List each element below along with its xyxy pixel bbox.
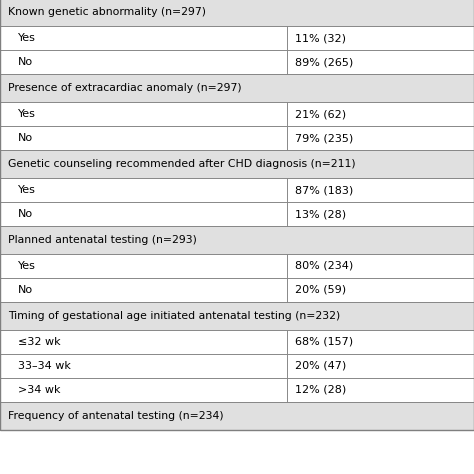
Bar	[0, 330, 287, 354]
Text: Yes: Yes	[18, 109, 36, 119]
Bar	[0, 26, 287, 50]
Text: 80% (234): 80% (234)	[295, 261, 353, 271]
Text: 20% (59): 20% (59)	[295, 285, 346, 295]
Text: Presence of extracardiac anomaly (n=297): Presence of extracardiac anomaly (n=297)	[8, 83, 242, 93]
Text: 21% (62): 21% (62)	[295, 109, 346, 119]
Bar	[287, 50, 474, 74]
Text: 79% (235): 79% (235)	[295, 133, 353, 143]
Text: 12% (28): 12% (28)	[295, 385, 346, 395]
Bar	[0, 402, 474, 430]
Bar	[0, 126, 287, 150]
Bar	[0, 50, 287, 74]
Bar	[287, 178, 474, 202]
Bar	[0, 102, 287, 126]
Bar	[287, 378, 474, 402]
Text: Yes: Yes	[18, 261, 36, 271]
Text: Frequency of antenatal testing (n=234): Frequency of antenatal testing (n=234)	[8, 411, 224, 421]
Bar	[0, 202, 287, 226]
Bar	[287, 354, 474, 378]
Text: ≤32 wk: ≤32 wk	[18, 337, 61, 347]
Bar	[0, 0, 474, 26]
Text: No: No	[18, 57, 33, 67]
Bar	[287, 126, 474, 150]
Bar	[287, 202, 474, 226]
Text: Planned antenatal testing (n=293): Planned antenatal testing (n=293)	[8, 235, 197, 245]
Text: Genetic counseling recommended after CHD diagnosis (n=211): Genetic counseling recommended after CHD…	[8, 159, 356, 169]
Bar	[0, 302, 474, 330]
Bar	[0, 178, 287, 202]
Bar	[287, 254, 474, 278]
Text: Known genetic abnormality (n=297): Known genetic abnormality (n=297)	[8, 7, 206, 17]
Text: 87% (183): 87% (183)	[295, 185, 353, 195]
Text: Yes: Yes	[18, 33, 36, 43]
Bar	[287, 26, 474, 50]
Text: No: No	[18, 209, 33, 219]
Bar	[0, 150, 474, 178]
Bar	[287, 278, 474, 302]
Bar	[287, 102, 474, 126]
Text: No: No	[18, 133, 33, 143]
Text: 89% (265): 89% (265)	[295, 57, 353, 67]
Bar	[0, 378, 287, 402]
Text: Yes: Yes	[18, 185, 36, 195]
Text: 68% (157): 68% (157)	[295, 337, 353, 347]
Bar	[0, 354, 287, 378]
Text: Timing of gestational age initiated antenatal testing (n=232): Timing of gestational age initiated ante…	[8, 311, 340, 321]
Text: 13% (28): 13% (28)	[295, 209, 346, 219]
Bar	[0, 254, 287, 278]
Text: >34 wk: >34 wk	[18, 385, 61, 395]
Text: 33–34 wk: 33–34 wk	[18, 361, 71, 371]
Text: 11% (32): 11% (32)	[295, 33, 346, 43]
Bar	[0, 74, 474, 102]
Text: 20% (47): 20% (47)	[295, 361, 346, 371]
Text: No: No	[18, 285, 33, 295]
Bar	[287, 330, 474, 354]
Bar	[0, 226, 474, 254]
Bar	[0, 278, 287, 302]
